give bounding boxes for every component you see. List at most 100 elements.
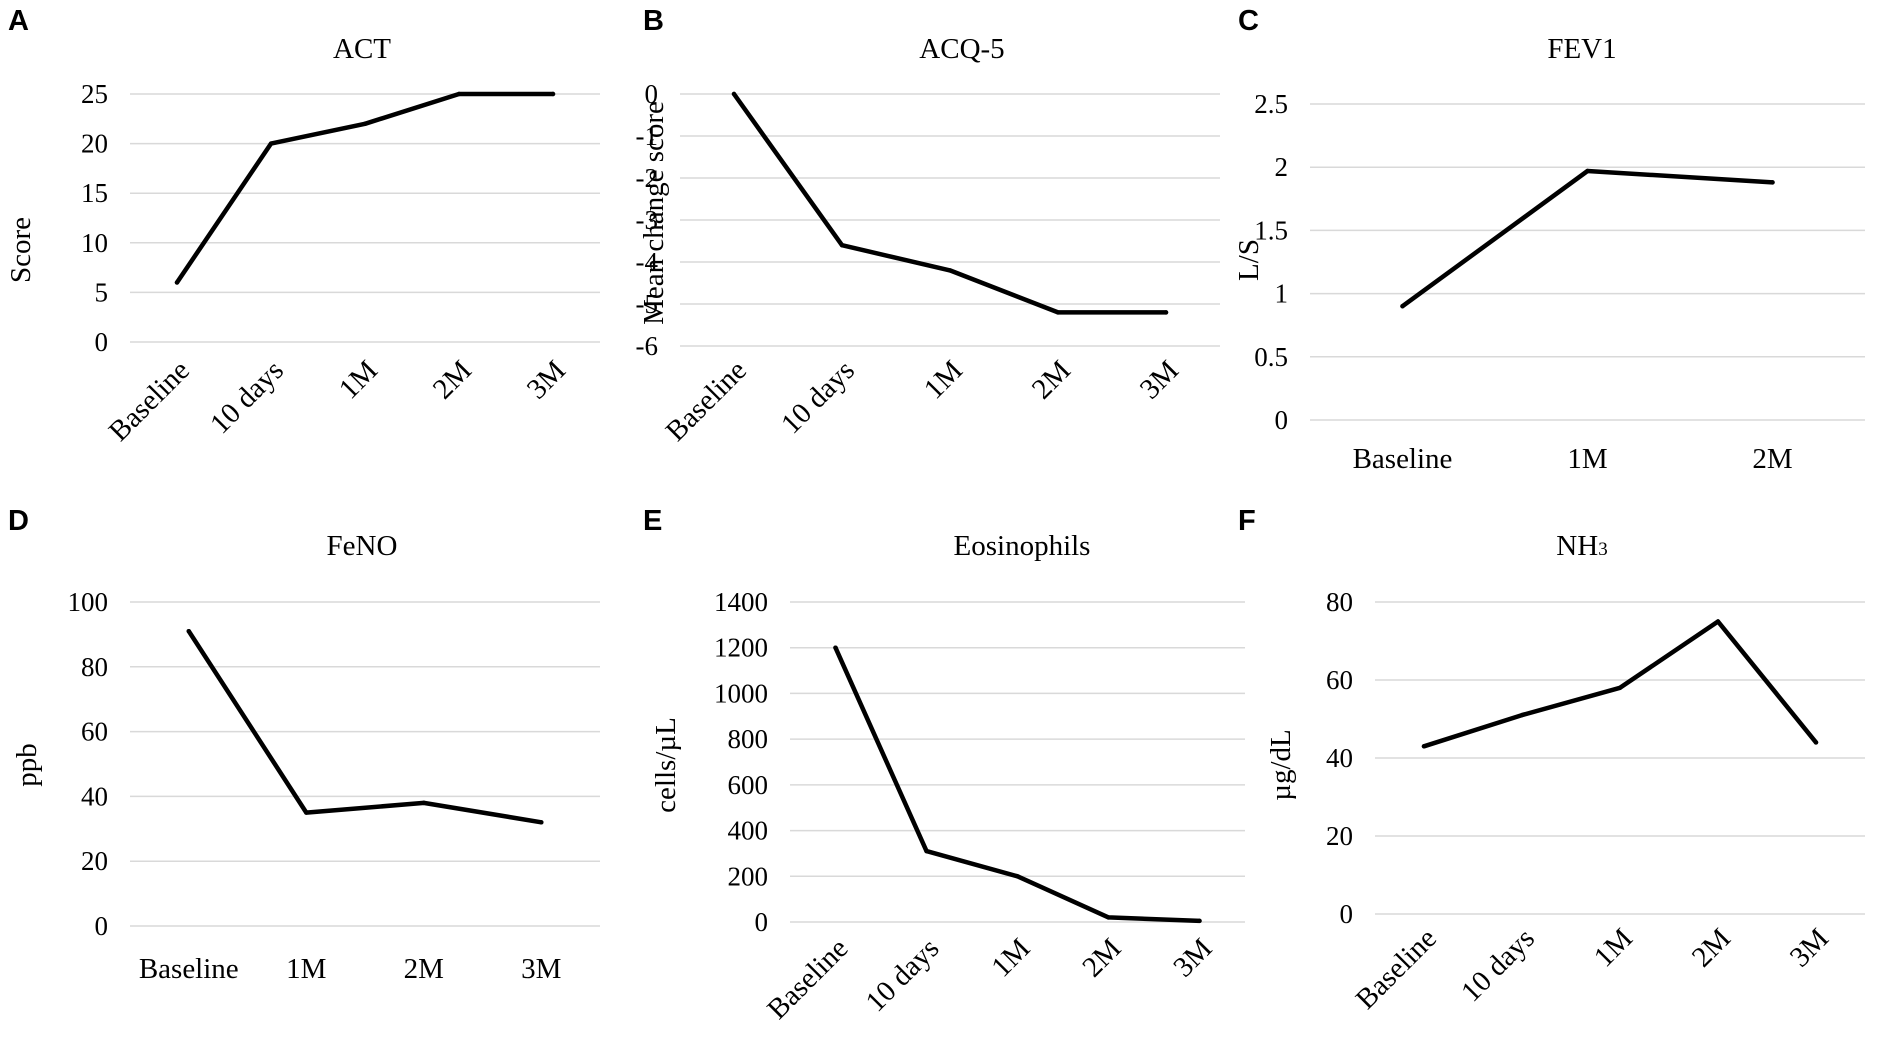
y-tick-label: 10 [81, 228, 108, 258]
data-point [1421, 744, 1427, 749]
chart-title: Eosinophils [954, 530, 1091, 562]
y-tick-label: 600 [728, 770, 769, 800]
y-tick-label: 100 [68, 587, 109, 617]
data-point [539, 820, 544, 825]
chart-panel-c: C FEV1 L/S 0 0.5 1 1.5 2 2.5 Baseline 1M 2M [1233, 5, 1865, 475]
y-axis-label: Mean change score [638, 101, 670, 325]
data-point [174, 280, 180, 285]
data-point [186, 628, 191, 634]
x-category-label: 10 days [860, 932, 946, 1018]
data-point [268, 141, 274, 146]
x-category-label: 10 days [1455, 922, 1541, 1008]
panel-letter: F [1238, 505, 1256, 537]
data-point [1015, 874, 1020, 879]
y-tick-label: 20 [81, 129, 108, 159]
y-tick-label: 800 [728, 724, 769, 754]
y-tick-label: 80 [1326, 587, 1353, 617]
y-tick-label: 80 [81, 652, 108, 682]
y-tick-label: 2.5 [1254, 89, 1288, 119]
chart-panel-f: F NH3 µg/dL 0 20 40 60 80 Baseline 10 days 1M 2M 3M [1238, 505, 1865, 1016]
y-tick-label: 200 [728, 861, 769, 891]
y-tick-label: -6 [636, 331, 659, 361]
data-point [731, 91, 737, 97]
x-category-label: 3M [521, 354, 572, 405]
chart-title: FeNO [327, 530, 398, 562]
chart-title: NH3 [1556, 530, 1607, 562]
y-tick-label: 15 [81, 178, 108, 208]
x-category-label: 10 days [775, 354, 861, 440]
series-line [731, 91, 1169, 315]
x-category-label: Baseline [103, 354, 196, 447]
data-point [1813, 740, 1819, 745]
panel-letter: E [643, 505, 662, 537]
data-point [1585, 168, 1590, 174]
series-line [1421, 619, 1819, 749]
x-category-label: 1M [918, 354, 969, 405]
panel-letter: D [8, 505, 29, 537]
y-tick-label: 5 [95, 277, 109, 307]
x-category-label: 1M [333, 354, 384, 405]
data-point [456, 91, 462, 97]
y-tick-label: 400 [728, 816, 769, 846]
y-tick-label: -3 [636, 205, 659, 235]
panel-letter: B [643, 5, 664, 37]
panel-letter: C [1238, 5, 1259, 37]
x-category-label: 10 days [204, 354, 290, 440]
y-tick-label: 40 [81, 781, 108, 811]
x-category-label: 2M [404, 953, 444, 985]
chart-title: ACT [333, 33, 391, 65]
y-axis-label: cells/µL [650, 717, 682, 813]
data-point [1519, 712, 1525, 718]
y-tick-label: 20 [81, 846, 108, 876]
x-category-label: 2M [1752, 443, 1792, 475]
y-tick-label: 60 [81, 717, 108, 747]
x-category-label: 2M [1686, 922, 1737, 973]
y-axis-label: L/S [1233, 239, 1265, 281]
y-tick-label: 2 [1275, 152, 1289, 182]
x-category-label: 2M [1026, 354, 1077, 405]
y-tick-label: 0 [95, 911, 109, 941]
data-point [947, 268, 953, 273]
data-point [421, 800, 426, 806]
y-tick-label: 0 [645, 79, 659, 109]
data-point [1715, 619, 1721, 624]
x-category-label: Baseline [761, 932, 854, 1025]
data-point [1163, 310, 1169, 315]
data-point [839, 243, 845, 248]
x-category-label: Baseline [1353, 443, 1453, 475]
x-category-label: 1M [286, 953, 326, 985]
data-point [1617, 685, 1623, 690]
y-tick-label: 1000 [714, 678, 768, 708]
x-category-label: Baseline [1350, 922, 1443, 1015]
y-tick-label: -4 [636, 247, 659, 277]
data-point [833, 645, 838, 650]
x-category-label: Baseline [139, 953, 239, 985]
y-tick-label: 1.5 [1254, 215, 1288, 245]
data-point [1055, 310, 1061, 315]
x-category-label: 1M [1567, 443, 1607, 475]
y-tick-label: -1 [636, 121, 659, 151]
y-tick-label: 0.5 [1254, 342, 1288, 372]
y-tick-label: 20 [1326, 821, 1353, 851]
y-tick-label: -2 [636, 163, 659, 193]
y-tick-label: 0 [1340, 899, 1354, 929]
data-point [362, 121, 368, 126]
x-category-label: 3M [1784, 922, 1835, 973]
y-tick-label: 60 [1326, 665, 1353, 695]
y-tick-label: 0 [1275, 405, 1289, 435]
y-axis-label: Score [5, 217, 37, 283]
data-point [1197, 918, 1202, 924]
x-category-label: 3M [1134, 354, 1185, 405]
data-point [924, 848, 929, 854]
chart-panel-e: E Eosinophils cells/µL 0 200 400 600 800 1000 120… [643, 505, 1245, 1026]
x-category-label: 2M [427, 354, 478, 405]
y-tick-label: 0 [95, 327, 109, 357]
chart-title: ACQ-5 [919, 33, 1004, 65]
y-tick-label: 1200 [714, 633, 768, 663]
x-category-label: 1M [1588, 922, 1639, 973]
y-tick-label: 1400 [714, 587, 768, 617]
chart-title: FEV1 [1547, 33, 1616, 65]
chart-panel-a: A ACT Score 0 5 10 15 20 25 Baseline 10 days 1M 2M 3M [5, 5, 600, 448]
